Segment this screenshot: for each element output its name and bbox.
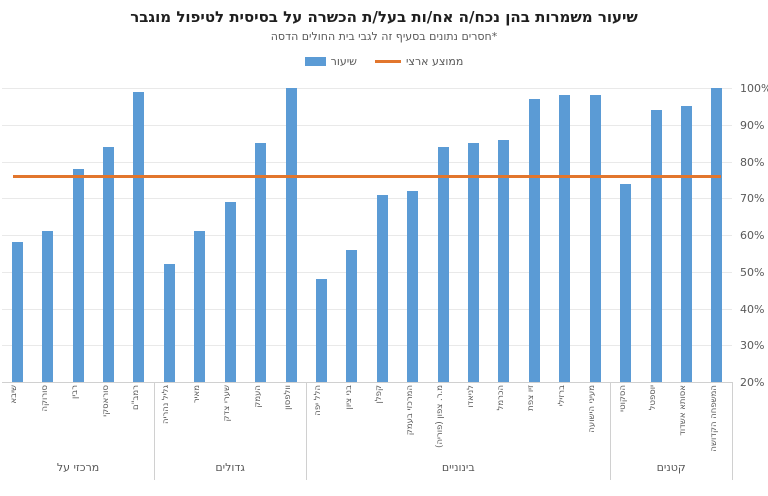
x-axis-label: יוספטל — [648, 385, 658, 411]
bar-המשפחה הקדושה — [711, 88, 723, 382]
y-axis-tick-label: 40% — [740, 302, 765, 316]
x-axis-label: זיו צפת — [526, 385, 537, 411]
y-axis-tick-label: 20% — [740, 376, 765, 389]
average-line-swatch-icon — [374, 60, 401, 63]
bar-הלל יפה — [315, 279, 327, 382]
bar-גליל נהריה — [163, 264, 175, 382]
category-divider — [154, 382, 156, 480]
y-axis-tick-label: 50% — [740, 265, 765, 279]
x-axis-label: גליל נהריה — [161, 385, 172, 424]
chart-subtitle: *חסרים נתונים בסעיף זה לגבי בית החולים ה… — [270, 30, 498, 43]
category-divider — [610, 382, 612, 480]
category-divider — [306, 382, 308, 480]
gridline — [2, 271, 732, 273]
bar-סוראסקי — [103, 146, 114, 382]
category-group-label: מרכזי על — [56, 461, 100, 474]
national-average-line — [13, 175, 721, 179]
x-axis-label: לניאדו — [465, 385, 476, 408]
bar-ברזילי — [559, 95, 571, 382]
bar-רמב"ם — [133, 91, 145, 382]
gridline — [2, 235, 732, 236]
x-axis-label: הסקוטי — [617, 385, 628, 412]
bar-וולפסון — [285, 88, 297, 382]
gridline — [2, 161, 732, 163]
bar-שערי צדק — [224, 201, 236, 382]
x-axis-line — [2, 382, 732, 383]
x-axis-label: קפלן — [374, 385, 385, 404]
gridline — [2, 124, 732, 126]
gridline — [2, 345, 732, 347]
x-axis-label: סורוקה — [39, 385, 50, 412]
x-axis-label: הלל יפה — [313, 385, 324, 416]
x-axis-label: שיבא — [9, 385, 20, 404]
bar-אסותא אשדוד — [680, 106, 692, 382]
category-group-label: בינוניים — [441, 461, 475, 474]
x-axis-label: מעיני הישועה — [587, 385, 598, 433]
x-axis-label: רמב"ם — [130, 385, 141, 411]
x-axis-label: שערי צדק — [222, 385, 233, 422]
bar-series-swatch-icon — [304, 57, 326, 66]
bar-זיו צפת — [528, 99, 540, 382]
bar-לניאדו — [468, 143, 479, 382]
y-axis-tick-label: 100% — [740, 82, 768, 95]
bar-רבין — [72, 168, 84, 382]
legend-label-national-average: ממוצע ארצי — [405, 55, 464, 68]
category-divider — [732, 382, 733, 480]
y-axis-tick-label: 30% — [740, 339, 765, 353]
x-axis-label: ברזילי — [556, 385, 567, 407]
bar-שיבא — [11, 242, 23, 382]
y-axis-tick-label: 90% — [740, 118, 765, 132]
x-axis-label: מ.ר. צפון (פוריה) — [435, 385, 445, 448]
y-axis-tick-label: 60% — [740, 229, 765, 242]
bar-סורוקה — [42, 231, 54, 382]
gridline — [2, 198, 732, 200]
category-group-label: קטנים — [656, 461, 686, 474]
x-axis-label: המרכזי בעמק — [404, 385, 415, 436]
gridline — [2, 308, 732, 310]
bar-מאיר — [194, 231, 206, 382]
bar-מעיני הישועה — [589, 95, 601, 382]
bar-הכרמל — [498, 139, 510, 382]
bar-העמק — [255, 143, 266, 382]
x-axis-label: סוראסקי — [100, 385, 111, 417]
legend-item-share: שיעור — [304, 55, 357, 68]
x-axis-label: המשפחה הקדושה — [708, 385, 719, 452]
category-group-label: גדולים — [215, 461, 245, 474]
y-axis-tick-label: 80% — [740, 155, 765, 169]
legend-item-national-average: ממוצע ארצי — [374, 55, 464, 68]
y-axis-tick-label: 70% — [740, 192, 765, 206]
bar-קפלן — [376, 194, 388, 382]
bar-המרכזי בעמק — [407, 190, 419, 382]
x-axis-label: הכרמל — [495, 385, 506, 411]
x-axis-label: וולפסון — [283, 385, 293, 410]
chart-legend: שיעור ממוצע ארצי — [0, 55, 768, 68]
x-axis-label: בני ציון — [343, 385, 354, 410]
chart-title: שיעור משמרות בהן נכח/ה אח/ות בעל/ת הכשרה… — [130, 8, 638, 26]
bar-יוספטל — [650, 110, 662, 382]
x-axis-label: אסותא אשדוד — [678, 385, 689, 436]
bar-בני ציון — [346, 249, 358, 382]
x-axis-label: רבין — [70, 385, 80, 399]
x-axis-label: העמק — [252, 385, 263, 408]
gridline — [2, 88, 732, 89]
bar-הסקוטי — [620, 183, 631, 382]
x-axis-label: מאיר — [191, 385, 202, 404]
legend-label-share: שיעור — [330, 55, 357, 68]
bar-מ.ר. צפון (פוריה) — [437, 146, 449, 382]
